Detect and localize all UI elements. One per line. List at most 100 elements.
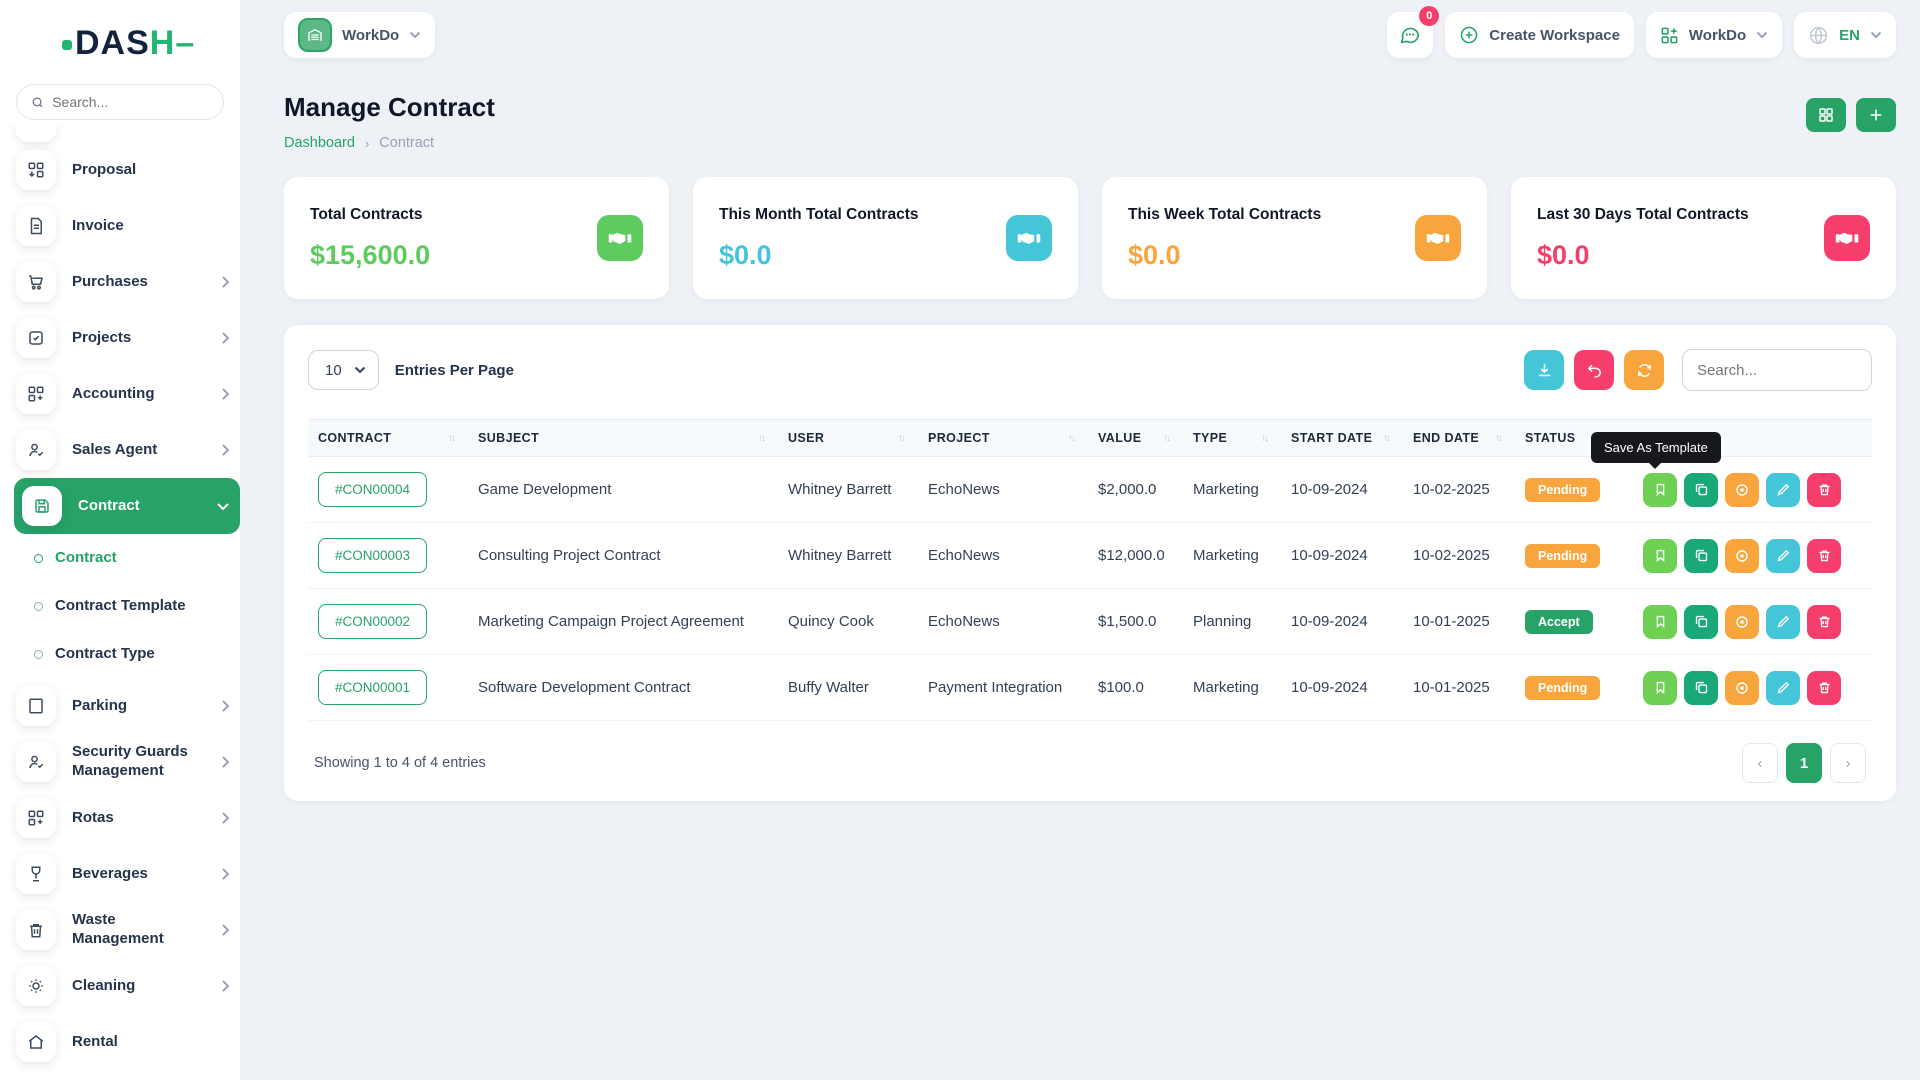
cell-user: Whitney Barrett — [788, 481, 892, 498]
sidebar-item-sales-agent[interactable]: Sales Agent — [0, 422, 240, 478]
sidebar-item-rental[interactable]: Rental — [0, 1014, 240, 1070]
status-badge: Pending — [1525, 477, 1601, 502]
entries-per-page-select[interactable]: 10 — [308, 350, 379, 390]
sidebar-item-contract[interactable]: Contract — [14, 478, 240, 534]
chevron-right-icon — [221, 387, 230, 401]
duplicate-button[interactable] — [1684, 472, 1718, 507]
view-button[interactable] — [1725, 604, 1759, 639]
delete-button[interactable] — [1807, 472, 1841, 507]
chevron-right-icon — [221, 443, 230, 457]
sidebar-subitem-contract-template[interactable]: Contract Template — [0, 582, 240, 630]
cell-value: $100.0 — [1098, 679, 1144, 696]
logo-dash-icon: – — [175, 24, 196, 62]
view-button[interactable] — [1725, 472, 1759, 507]
reset-button[interactable] — [1574, 350, 1614, 390]
chevron-right-icon — [221, 755, 230, 769]
sidebar-search-input[interactable] — [52, 94, 209, 110]
column-header-subject[interactable]: SUBJECT ↑↓ — [478, 431, 766, 445]
export-button[interactable] — [1524, 350, 1564, 390]
breadcrumb-current: Contract — [379, 135, 435, 151]
row-actions — [1633, 670, 1872, 705]
sidebar-item-label: Purchases — [72, 272, 148, 290]
sidebar-item-proposal[interactable]: Proposal — [0, 142, 240, 198]
save-as-template-button[interactable] — [1643, 538, 1677, 573]
pencil-icon — [1776, 483, 1789, 496]
save-as-template-button[interactable] — [1643, 472, 1677, 507]
chevron-down-icon — [354, 366, 366, 374]
app-logo[interactable]: DASH– — [0, 0, 240, 70]
logo-text-dark: DAS — [75, 24, 150, 62]
column-header-project[interactable]: PROJECT ↑↓ — [928, 431, 1076, 445]
refresh-button[interactable] — [1624, 350, 1664, 390]
sidebar-item-accounting[interactable]: Accounting — [0, 366, 240, 422]
column-header-value[interactable]: VALUE ↑↓ — [1098, 431, 1171, 445]
sidebar-subitem-contract-type[interactable]: Contract Type — [0, 630, 240, 678]
language-selector[interactable]: EN — [1794, 12, 1896, 58]
sidebar-item-projects[interactable]: Projects — [0, 310, 240, 366]
sidebar-search[interactable] — [16, 84, 224, 120]
contract-id-link[interactable]: #CON00004 — [318, 472, 428, 507]
sort-icon: ↑↓ — [898, 432, 906, 444]
sidebar-item-purchases[interactable]: Purchases — [0, 254, 240, 310]
stats-row: Total Contracts $15,600.0 This Month Tot… — [284, 177, 1896, 299]
column-header-start-date[interactable]: START DATE ↑↓ — [1291, 431, 1391, 445]
sidebar-subitem-contract[interactable]: Contract — [0, 534, 240, 582]
create-workspace-button[interactable]: Create Workspace — [1445, 12, 1634, 58]
eye-icon — [1736, 615, 1748, 628]
edit-button[interactable] — [1766, 604, 1800, 639]
sidebar-item-beverages[interactable]: Beverages — [0, 846, 240, 902]
contract-id-link[interactable]: #CON00003 — [318, 538, 428, 573]
workspace-switcher[interactable]: WorkDo — [284, 12, 436, 58]
sidebar-item-rotas[interactable]: Rotas — [0, 790, 240, 846]
sidebar-item-security-guards[interactable]: Security Guards Management — [0, 734, 240, 790]
pagination-page-1-button[interactable]: 1 — [1786, 743, 1822, 783]
column-header-end-date[interactable]: END DATE ↑↓ — [1413, 431, 1503, 445]
sidebar-item-parking[interactable]: Parking — [0, 678, 240, 734]
delete-button[interactable] — [1807, 604, 1841, 639]
edit-button[interactable] — [1766, 472, 1800, 507]
save-as-template-button[interactable] — [1643, 670, 1677, 705]
cell-start-date: 10-09-2024 — [1291, 679, 1368, 696]
logo-text-green: H — [149, 24, 176, 62]
save-as-template-button[interactable] — [1643, 604, 1677, 639]
delete-button[interactable] — [1807, 670, 1841, 705]
view-button[interactable] — [1725, 670, 1759, 705]
delete-button[interactable] — [1807, 538, 1841, 573]
duplicate-button[interactable] — [1684, 538, 1718, 573]
duplicate-button[interactable] — [1684, 670, 1718, 705]
pencil-icon — [1776, 549, 1789, 562]
table-search[interactable] — [1682, 349, 1872, 391]
pagination-prev-button[interactable]: ‹ — [1742, 743, 1778, 783]
column-header-user[interactable]: USER ↑↓ — [788, 431, 906, 445]
contract-id-link[interactable]: #CON00001 — [318, 670, 428, 705]
edit-button[interactable] — [1766, 670, 1800, 705]
messages-button[interactable]: 0 — [1387, 6, 1440, 58]
trash-icon — [1819, 550, 1829, 562]
bookmark-icon — [1656, 549, 1664, 562]
table-search-input[interactable] — [1697, 361, 1857, 379]
sort-icon: ↑↓ — [1383, 432, 1391, 444]
sidebar-item-cleaning[interactable]: Cleaning — [0, 958, 240, 1014]
column-header-type[interactable]: TYPE ↑↓ — [1193, 431, 1269, 445]
view-button[interactable] — [1725, 538, 1759, 573]
create-contract-button[interactable] — [1856, 98, 1896, 132]
stat-label: This Month Total Contracts — [719, 205, 919, 223]
sidebar-item-invoice[interactable]: Invoice — [0, 198, 240, 254]
contract-type-grid-button[interactable] — [1806, 98, 1846, 132]
column-header-contract[interactable]: CONTRACT ↑↓ — [318, 431, 456, 445]
contract-id-link[interactable]: #CON00002 — [318, 604, 428, 639]
entries-per-page-label: Entries Per Page — [394, 361, 514, 379]
cell-end-date: 10-01-2025 — [1413, 613, 1490, 630]
cell-subject: Consulting Project Contract — [478, 547, 661, 564]
edit-button[interactable] — [1766, 538, 1800, 573]
chevron-down-icon — [409, 31, 421, 39]
pagination-next-button[interactable]: › — [1830, 743, 1866, 783]
status-badge: Pending — [1525, 543, 1601, 568]
workdo-dropdown[interactable]: WorkDo — [1645, 12, 1783, 58]
chevron-right-icon: › — [364, 135, 370, 151]
sidebar-item-partial[interactable] — [16, 124, 56, 142]
copy-icon — [1695, 615, 1707, 628]
duplicate-button[interactable] — [1684, 604, 1718, 639]
breadcrumb-dashboard-link[interactable]: Dashboard — [284, 135, 355, 151]
sidebar-item-waste-management[interactable]: Waste Management — [0, 902, 240, 958]
